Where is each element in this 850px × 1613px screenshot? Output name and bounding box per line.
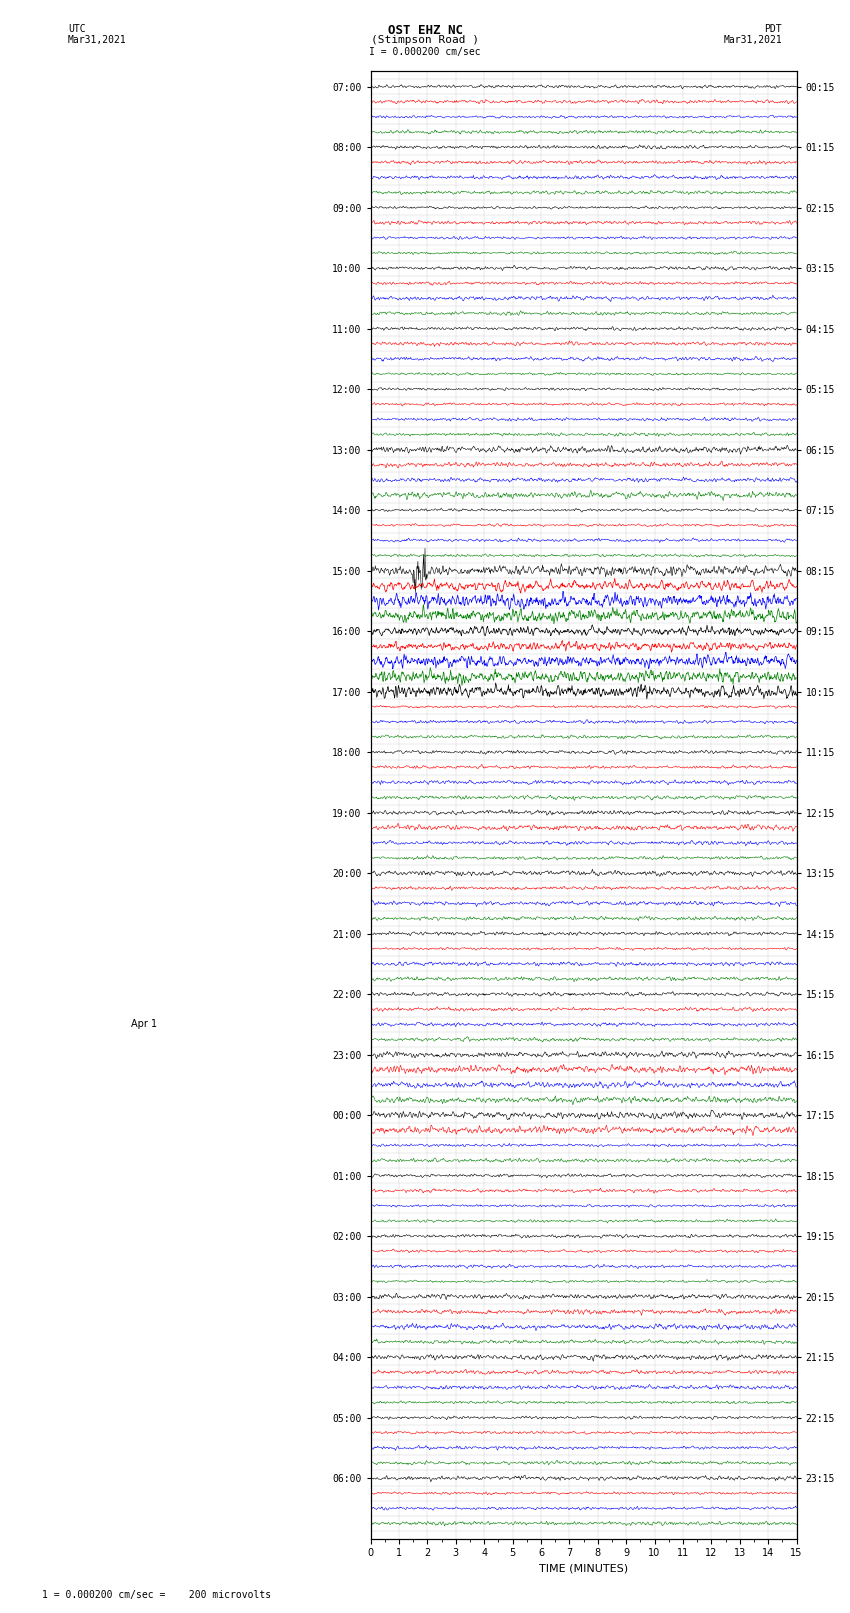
Text: 1 = 0.000200 cm/sec =    200 microvolts: 1 = 0.000200 cm/sec = 200 microvolts (42, 1590, 272, 1600)
Text: (Stimpson Road ): (Stimpson Road ) (371, 35, 479, 45)
Text: Mar31,2021: Mar31,2021 (68, 35, 127, 45)
Text: Mar31,2021: Mar31,2021 (723, 35, 782, 45)
Text: Apr 1: Apr 1 (132, 1019, 157, 1029)
X-axis label: TIME (MINUTES): TIME (MINUTES) (539, 1565, 628, 1574)
Text: OST EHZ NC: OST EHZ NC (388, 24, 462, 37)
Text: UTC: UTC (68, 24, 86, 34)
Text: PDT: PDT (764, 24, 782, 34)
Text: I = 0.000200 cm/sec: I = 0.000200 cm/sec (369, 47, 481, 56)
